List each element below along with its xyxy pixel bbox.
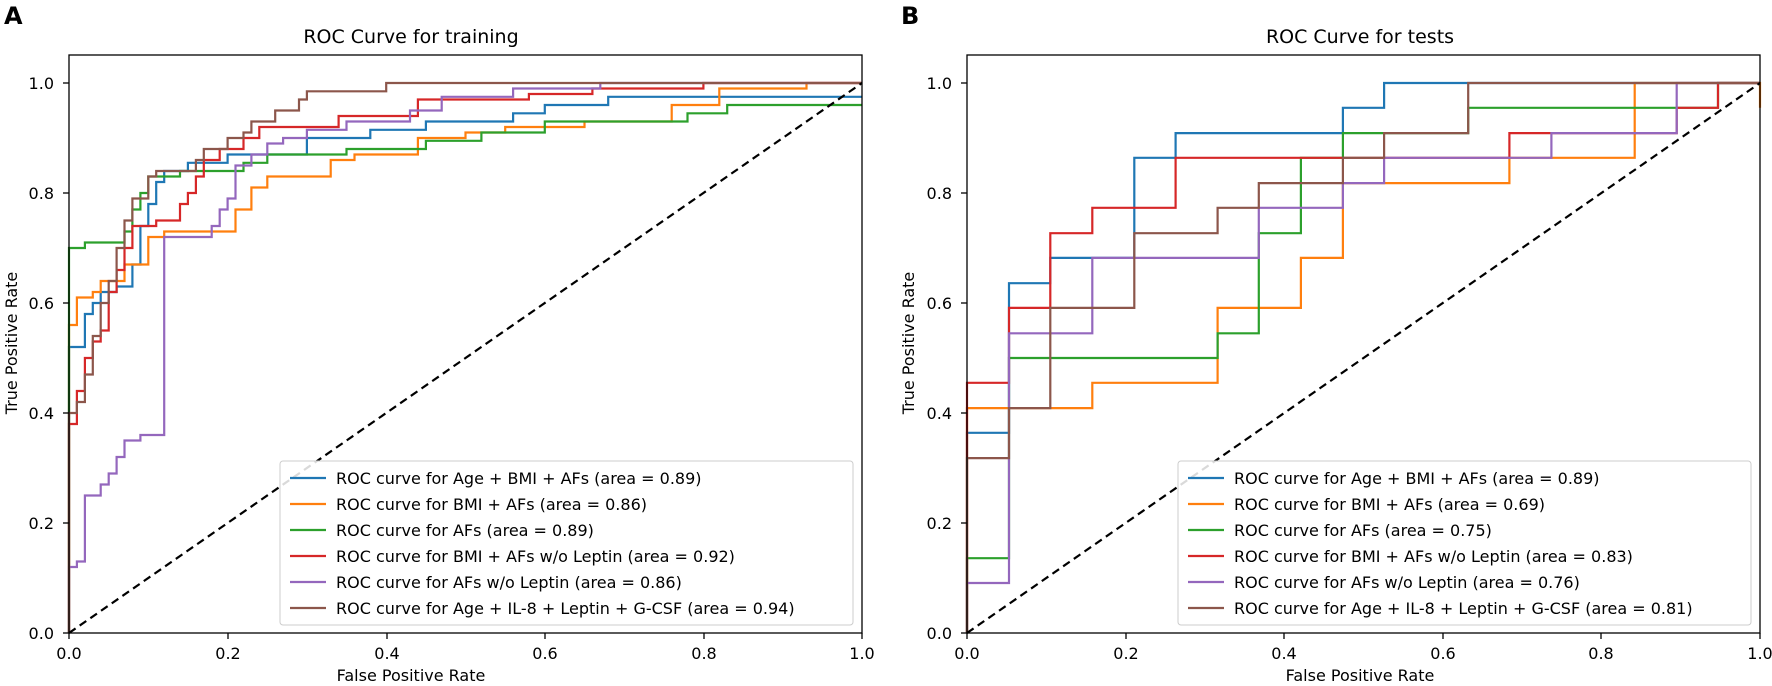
x-tick-label: 1.0 [849, 644, 874, 663]
roc-series-line-6 [965, 81, 1760, 633]
legend-entry: ROC curve for BMI + AFs (area = 0.86) [290, 495, 647, 514]
legend-label: ROC curve for AFs (area = 0.89) [336, 521, 594, 540]
legend-entry: ROC curve for AFs w/o Leptin (area = 0.7… [1188, 573, 1580, 592]
panel-b-title: ROC Curve for tests [1266, 26, 1454, 48]
x-tick-label: 0.2 [1113, 644, 1138, 663]
panel-a-axes-frame [68, 54, 863, 634]
legend-label: ROC curve for Age + BMI + AFs (area = 0.… [336, 469, 702, 488]
legend-entry: ROC curve for Age + BMI + AFs (area = 0.… [1188, 469, 1600, 488]
panel-a-plot-area [67, 81, 862, 633]
roc-series-line-4 [67, 81, 862, 633]
panel-a-legend: ROC curve for Age + BMI + AFs (area = 0.… [279, 460, 854, 626]
panel-b-plot-area [965, 81, 1762, 633]
x-tick-label: 1.0 [1747, 644, 1772, 663]
panel-b-letter: B [901, 2, 919, 30]
y-tick-label: 1.0 [29, 74, 54, 93]
panel-b-ylabel: True Positive Rate [899, 272, 918, 416]
x-tick-label: 0.2 [215, 644, 240, 663]
y-tick-label: 0.8 [29, 184, 54, 203]
roc-series-line-1 [67, 95, 862, 633]
roc-series-line-6 [67, 81, 862, 633]
panel-b-ticks [961, 82, 1761, 639]
x-tick-label: 0.6 [1430, 644, 1455, 663]
panel-a-x-tick-labels: 0.0 0.2 0.4 0.6 0.8 1.0 [56, 644, 874, 663]
panel-b-x-tick-labels: 0.0 0.2 0.4 0.6 0.8 1.0 [954, 644, 1772, 663]
panel-b-diagonal [966, 82, 1761, 634]
legend-label: ROC curve for AFs w/o Leptin (area = 0.7… [1234, 573, 1580, 592]
y-tick-label: 0.0 [29, 624, 54, 643]
x-tick-label: 0.4 [1271, 644, 1296, 663]
y-tick-label: 0.2 [927, 514, 952, 533]
y-tick-label: 0.6 [927, 294, 952, 313]
legend-entry: ROC curve for Age + IL-8 + Leptin + G-CS… [290, 599, 795, 618]
panel-a-ylabel: True Positive Rate [2, 272, 21, 416]
x-tick-label: 0.4 [374, 644, 399, 663]
legend-label: ROC curve for AFs w/o Leptin (area = 0.8… [336, 573, 682, 592]
y-tick-label: 0.2 [29, 514, 54, 533]
legend-label: ROC curve for BMI + AFs w/o Leptin (area… [1234, 547, 1633, 566]
y-tick-label: 0.4 [29, 404, 54, 423]
panel-b-y-tick-labels: 0.0 0.2 0.4 0.6 0.8 1.0 [927, 74, 952, 643]
y-tick-label: 0.4 [927, 404, 952, 423]
y-tick-label: 0.8 [927, 184, 952, 203]
legend-label: ROC curve for BMI + AFs w/o Leptin (area… [336, 547, 735, 566]
roc-series-line-5 [67, 81, 862, 633]
legend-entry: ROC curve for BMI + AFs w/o Leptin (area… [290, 547, 735, 566]
x-tick-label: 0.0 [56, 644, 81, 663]
legend-label: ROC curve for AFs (area = 0.75) [1234, 521, 1492, 540]
x-tick-label: 0.0 [954, 644, 979, 663]
legend-entry: ROC curve for AFs (area = 0.75) [1188, 521, 1492, 540]
legend-label: ROC curve for Age + BMI + AFs (area = 0.… [1234, 469, 1600, 488]
roc-series-line-2 [965, 81, 1762, 633]
x-tick-label: 0.8 [691, 644, 716, 663]
panel-a-ticks [63, 82, 863, 639]
y-tick-label: 0.0 [927, 624, 952, 643]
panel-a-xlabel: False Positive Rate [337, 666, 486, 685]
legend-entry: ROC curve for AFs w/o Leptin (area = 0.8… [290, 573, 682, 592]
legend-entry: ROC curve for BMI + AFs w/o Leptin (area… [1188, 547, 1633, 566]
x-tick-label: 0.8 [1588, 644, 1613, 663]
panel-a-diagonal [68, 82, 863, 634]
legend-entry: ROC curve for BMI + AFs (area = 0.69) [1188, 495, 1545, 514]
legend-entry: ROC curve for Age + BMI + AFs (area = 0.… [290, 469, 702, 488]
panel-a: A ROC Curve for training False Positive … [2, 2, 875, 685]
y-tick-label: 1.0 [927, 74, 952, 93]
legend-label: ROC curve for BMI + AFs (area = 0.69) [1234, 495, 1545, 514]
panel-b-axes-frame [966, 54, 1761, 634]
panel-b-legend: ROC curve for Age + BMI + AFs (area = 0.… [1177, 460, 1752, 626]
legend-label: ROC curve for Age + IL-8 + Leptin + G-CS… [1234, 599, 1693, 618]
panel-b-xlabel: False Positive Rate [1286, 666, 1435, 685]
panel-a-letter: A [4, 2, 23, 30]
legend-label: ROC curve for Age + IL-8 + Leptin + G-CS… [336, 599, 795, 618]
legend-entry: ROC curve for AFs (area = 0.89) [290, 521, 594, 540]
x-tick-label: 0.6 [532, 644, 557, 663]
panel-a-title: ROC Curve for training [303, 26, 518, 48]
panel-a-y-tick-labels: 0.0 0.2 0.4 0.6 0.8 1.0 [29, 74, 54, 643]
legend-label: ROC curve for BMI + AFs (area = 0.86) [336, 495, 647, 514]
legend-box [279, 460, 854, 626]
legend-entry: ROC curve for Age + IL-8 + Leptin + G-CS… [1188, 599, 1693, 618]
legend-box [1177, 460, 1752, 626]
y-tick-label: 0.6 [29, 294, 54, 313]
panel-b: B ROC Curve for tests False Positive Rat… [899, 2, 1772, 685]
